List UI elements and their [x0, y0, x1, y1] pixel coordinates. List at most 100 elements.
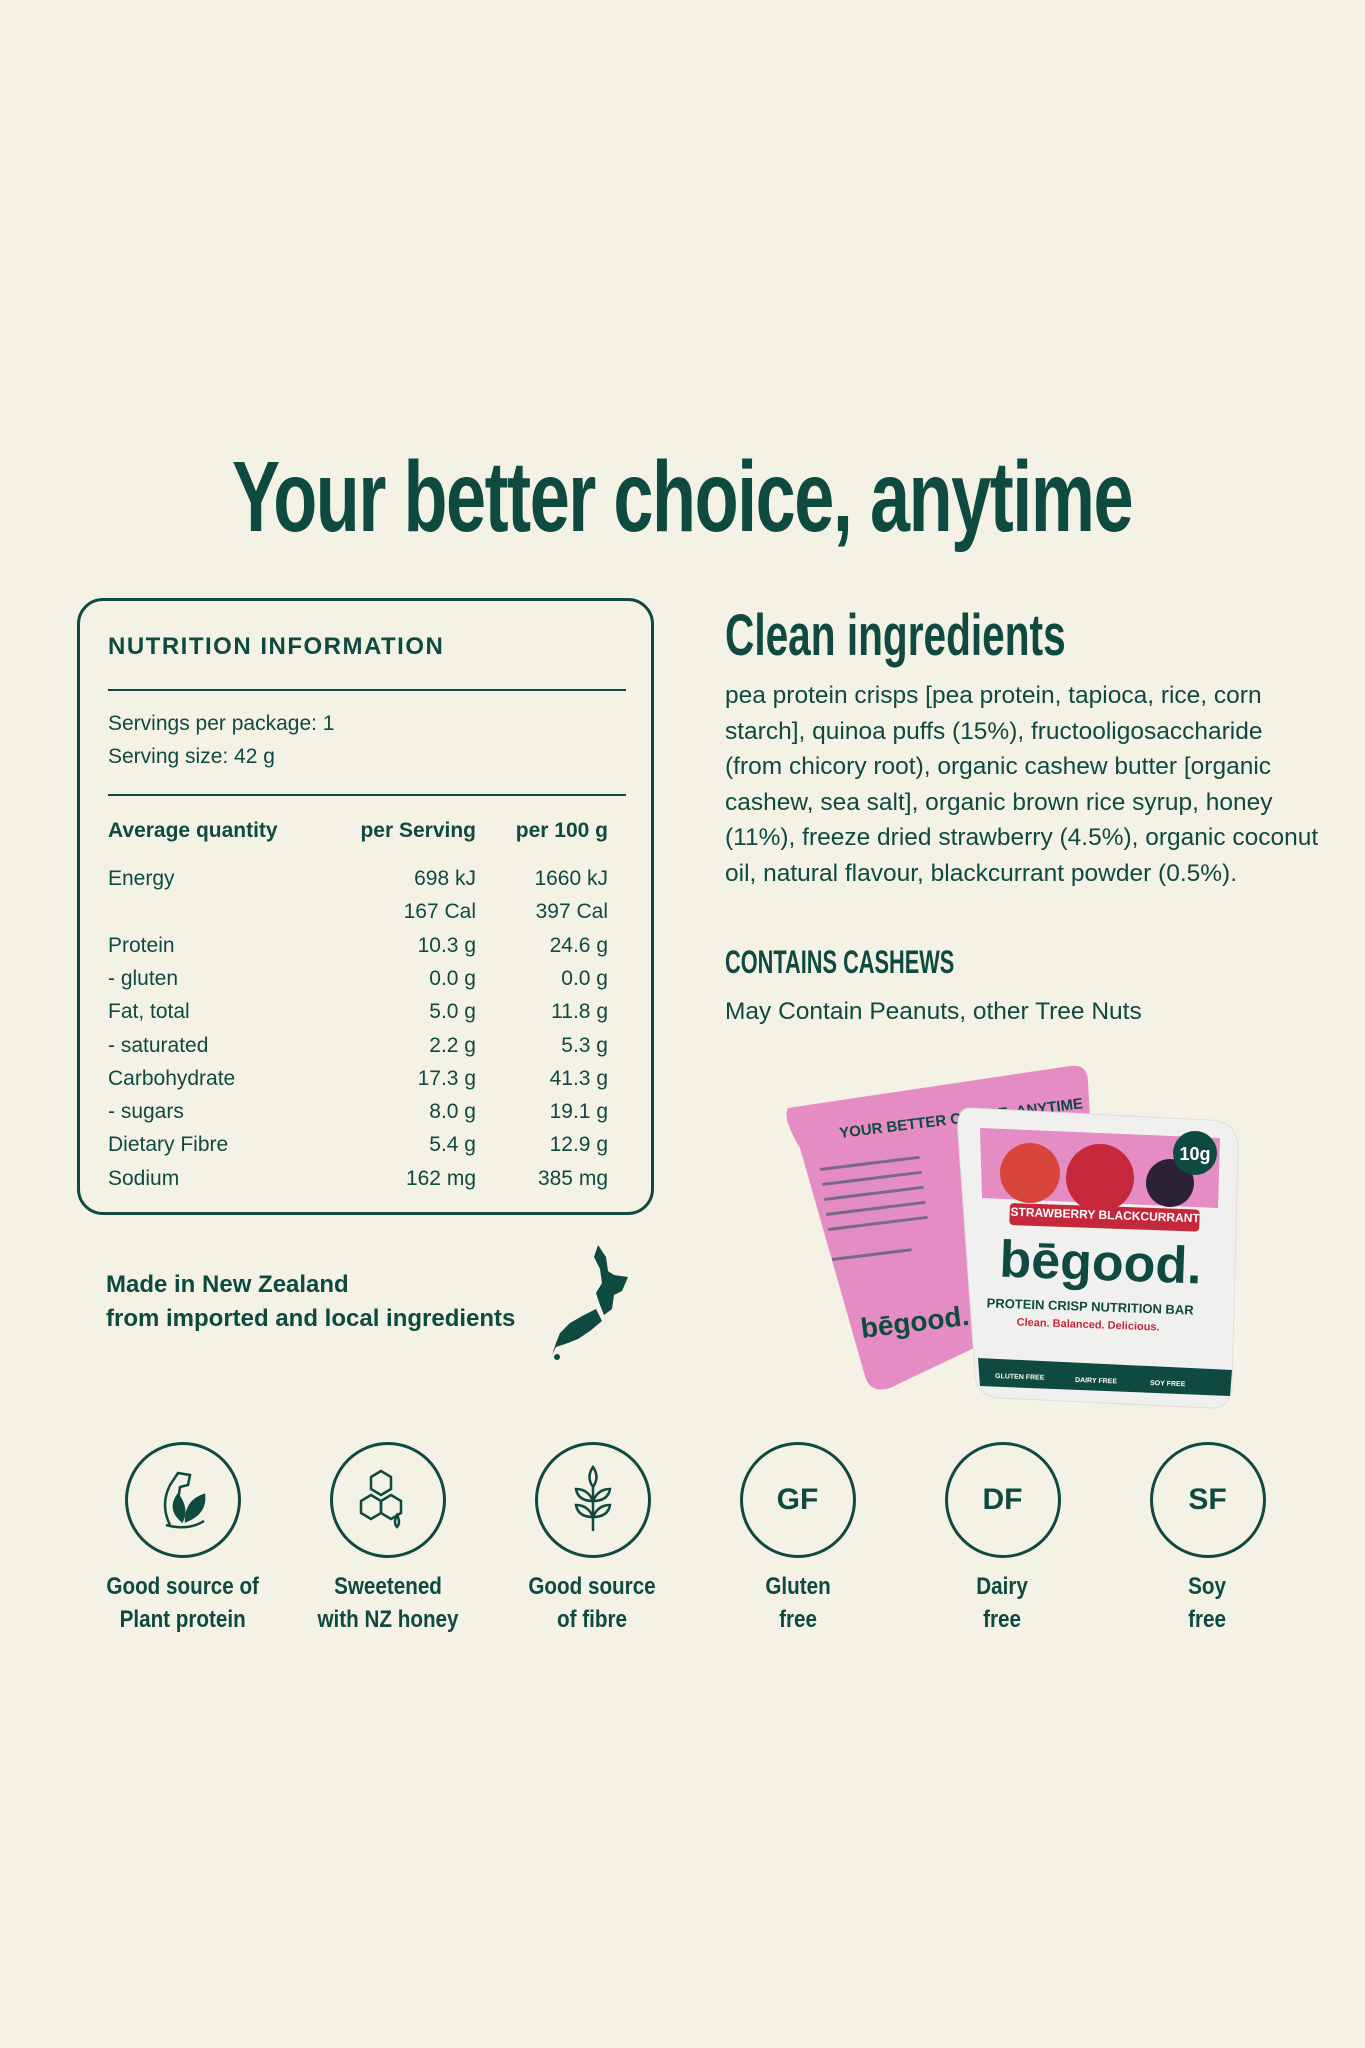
badge-label-line: Good source [528, 1573, 657, 1600]
table-row: - gluten 0.0 g 0.0 g [108, 967, 608, 1000]
badge-label-line: Good source of [106, 1573, 259, 1600]
feature-badge: GF Gluten free [695, 1442, 900, 1636]
table-row: - sugars 8.0 g 19.1 g [108, 1100, 608, 1133]
badge-label-line: free [1188, 1606, 1227, 1633]
origin-statement: Made in New Zealand from imported and lo… [106, 1268, 515, 1336]
feature-badge: Good source of Plant protein [80, 1442, 285, 1636]
pack-back-text [820, 1155, 928, 1261]
strawberry [1066, 1144, 1134, 1212]
badge-abbreviation: DF [982, 1483, 1023, 1516]
nutrient-name: Carbohydrate [108, 1066, 236, 1090]
pack-product-name: PROTEIN CRISP NUTRITION BAR [986, 1295, 1194, 1317]
nutrient-name: Protein [108, 933, 175, 957]
column-header: per 100 g [515, 819, 608, 842]
origin-line: from imported and local ingredients [106, 1305, 516, 1332]
protein-badge-text: 10g [1179, 1144, 1210, 1164]
table-row: Sodium 162 mg 385 mg [108, 1167, 608, 1200]
df-icon: DF [944, 1442, 1061, 1558]
column-header: Average quantity [108, 819, 278, 842]
headline-text: Your better choice, anytime [232, 441, 1133, 553]
nutrient-name: - sugars [108, 1100, 184, 1124]
badge-abbreviation: SF [1188, 1483, 1227, 1516]
new-zealand-map-icon [552, 1245, 628, 1360]
nutrition-panel: NUTRITION INFORMATION Servings per packa… [77, 598, 654, 1215]
badge-label-line: Gluten [764, 1573, 831, 1600]
blackcurrant [1146, 1159, 1194, 1207]
badge-label-line: free [778, 1606, 817, 1633]
strawberry [1000, 1143, 1060, 1203]
feature-badge: Good source of fibre [490, 1442, 695, 1636]
sf-icon: SF [1149, 1442, 1266, 1558]
nutrient-value: 17.3 g [417, 1066, 476, 1090]
badge-label: Good source of Plant protein [106, 1570, 259, 1636]
nutrient-name: Energy [108, 867, 175, 890]
badge-label-line: Dairy [976, 1573, 1029, 1600]
nutrient-value: 11.8 g [551, 1000, 608, 1024]
feature-badge: Sweetened with NZ honey [285, 1442, 490, 1636]
badge-label-line: Plant protein [119, 1606, 246, 1633]
nutrient-value: 698 kJ [414, 867, 476, 890]
nutrient-value: 10.3 g [417, 933, 476, 957]
ingredients-title-text: Clean ingredients [725, 603, 1066, 668]
protein-badge [1173, 1131, 1217, 1175]
nutrient-value: 397 Cal [535, 900, 608, 924]
nutrient-value: 167 Cal [403, 900, 476, 924]
column-header: per Serving [360, 819, 476, 842]
product-image: YOUR BETTER CHOICE, ANYTIME bēgood. 10g … [786, 1065, 1239, 1409]
badge-abbreviation: GF [776, 1483, 819, 1516]
nutrient-value: 5.0 g [429, 1000, 476, 1024]
nutrition-title: NUTRITION INFORMATION [108, 633, 445, 660]
table-row: Energy 698 kJ 1660 kJ [108, 867, 608, 900]
nutrient-value: 0.0 g [429, 966, 476, 990]
table-row: - saturated 2.2 g 5.3 g [108, 1034, 608, 1067]
nutrient-value: 8.0 g [429, 1100, 476, 1124]
pack-claim: SOY FREE [1150, 1380, 1186, 1388]
badge-label: Good source of fibre [529, 1570, 656, 1636]
pack-claim: GLUTEN FREE [995, 1373, 1045, 1382]
flavour-text: STRAWBERRY BLACKCURRANT [1010, 1205, 1200, 1226]
badge-label: Sweetened with NZ honey [317, 1570, 458, 1636]
table-header: Average quantity per Serving per 100 g [108, 819, 608, 852]
page-headline: Your better choice, anytime [0, 440, 1365, 555]
nutrient-name: - saturated [108, 1033, 209, 1057]
badge-label-line: free [983, 1606, 1022, 1633]
badge-label: Soy free [1189, 1570, 1227, 1636]
badge-label-line: with NZ honey [316, 1606, 459, 1633]
ingredients-title: Clean ingredients [725, 602, 1212, 669]
pack-tagline: Clean. Balanced. Delicious. [1016, 1317, 1159, 1334]
serving-size: Serving size: 42 g [108, 745, 275, 768]
nutrient-name: Sodium [108, 1166, 180, 1190]
pack-claim: DAIRY FREE [1075, 1377, 1118, 1385]
plant-protein-icon [124, 1442, 241, 1558]
nutrient-value: 1660 kJ [534, 867, 608, 890]
flavour-banner [1009, 1203, 1200, 1232]
feature-badge: SF Soy free [1105, 1442, 1310, 1636]
nutrient-value: 41.3 g [549, 1066, 608, 1090]
nutrient-value: 12.9 g [549, 1133, 608, 1157]
servings-per-package: Servings per package: 1 [108, 712, 335, 735]
nutrient-name: Dietary Fibre [108, 1133, 229, 1157]
table-row: Fat, total 5.0 g 11.8 g [108, 1000, 608, 1033]
nutrient-value: 162 mg [405, 1166, 476, 1190]
badge-label: Gluten free [765, 1570, 830, 1636]
table-row: 167 Cal 397 Cal [108, 900, 608, 933]
pack-brand: bēgood. [999, 1230, 1203, 1295]
table-row: Protein 10.3 g 24.6 g [108, 934, 608, 967]
badge-label-line: Soy [1188, 1573, 1227, 1600]
nutrient-value: 0.0 g [561, 966, 608, 990]
nutrient-value: 5.4 g [429, 1133, 476, 1157]
nutrient-value: 385 mg [537, 1166, 608, 1190]
honeycomb-icon [329, 1442, 446, 1558]
nutrient-name: - gluten [108, 966, 179, 990]
table-row: Dietary Fibre 5.4 g 12.9 g [108, 1133, 608, 1166]
nutrient-value: 19.1 g [549, 1100, 608, 1124]
badge-label-line: of fibre [557, 1606, 628, 1633]
nutrient-value: 2.2 g [429, 1033, 476, 1057]
pack-claims-band [978, 1358, 1232, 1396]
nutrient-value: 5.3 g [561, 1033, 608, 1057]
table-row: Carbohydrate 17.3 g 41.3 g [108, 1067, 608, 1100]
allergen-heading: CONTAINS CASHEWS [725, 944, 1062, 981]
wheat-icon [534, 1442, 651, 1558]
badge-label-line: Sweetened [333, 1573, 442, 1600]
ingredients-text: pea protein crisps [pea protein, tapioca… [725, 682, 1319, 887]
